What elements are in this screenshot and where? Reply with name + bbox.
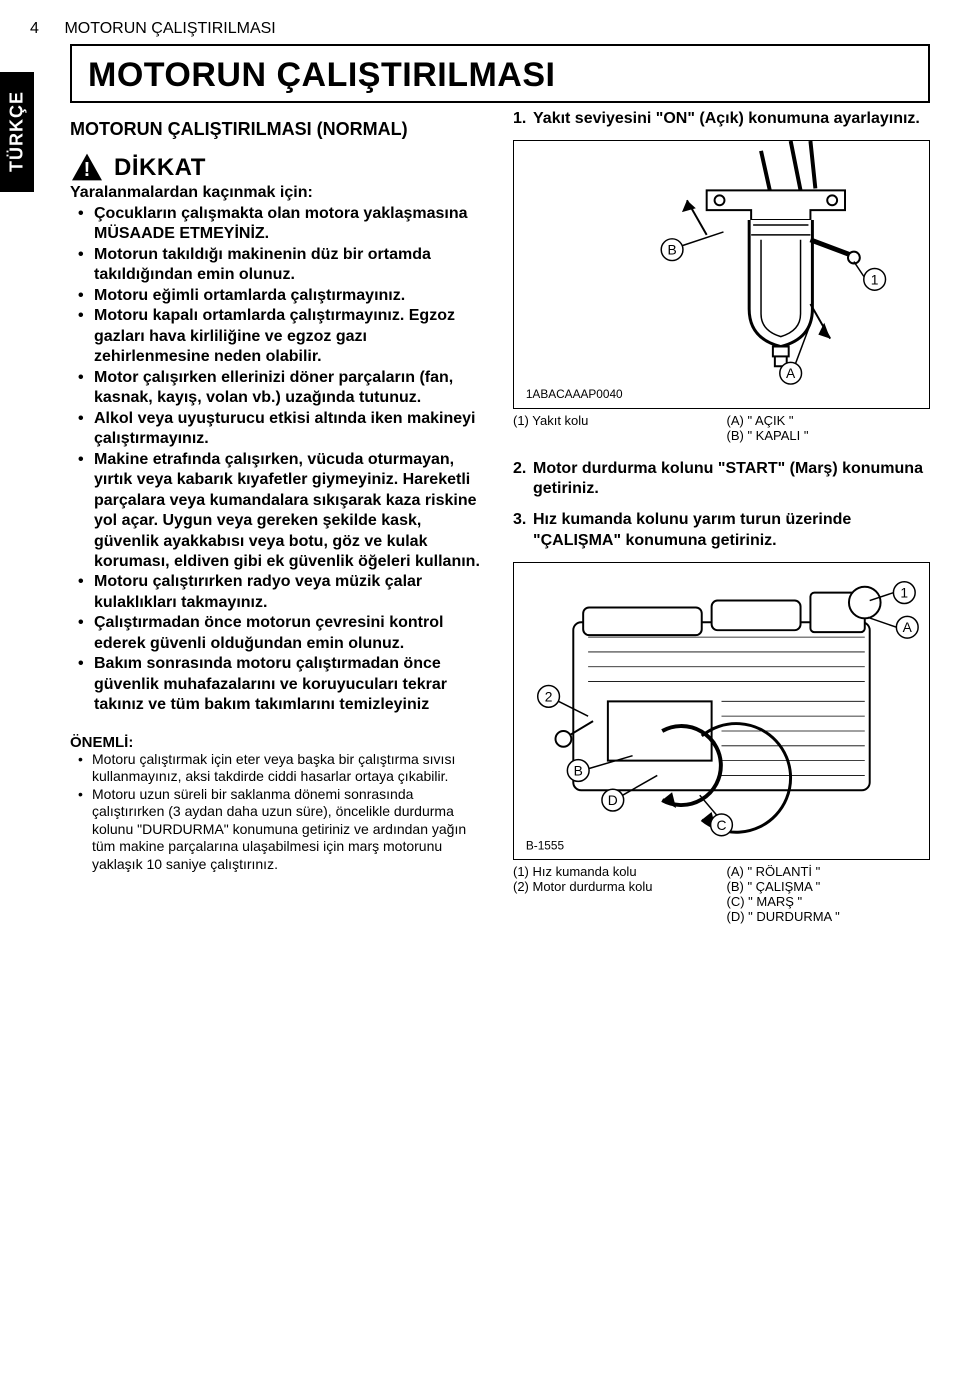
- figure-1: B A 1 1ABACAAAP0040: [513, 140, 930, 409]
- legend-line: (D) " DURDURMA ": [727, 909, 931, 924]
- language-tab: TÜRKÇE: [0, 72, 34, 192]
- page-number: 4: [30, 20, 60, 38]
- figure-2-svg: 1 A 2 B D C: [514, 563, 929, 859]
- caution-bullet: Alkol veya uyuşturucu etkisi altında ike…: [94, 409, 487, 450]
- section-normal-title: MOTORUN ÇALIŞTIRILMASI (NORMAL): [70, 119, 487, 140]
- onemli-bullet: Motoru uzun süreli bir saklanma dönemi s…: [92, 786, 487, 874]
- legend-line: (A) " RÖLANTİ ": [727, 864, 931, 879]
- legend-line: (A) " AÇIK ": [727, 413, 931, 428]
- legend-line: (1) Yakıt kolu: [513, 413, 717, 428]
- fig1-code: 1ABACAAAP0040: [526, 387, 623, 401]
- fig1-label-b: B: [667, 241, 676, 257]
- caution-row: ! DİKKAT: [70, 152, 487, 182]
- fig2-label-a: A: [903, 619, 913, 635]
- caution-bullets: Çocukların çalışmakta olan motora yaklaş…: [70, 204, 487, 716]
- running-title: MOTORUN ÇALIŞTIRILMASI: [64, 20, 275, 37]
- svg-text:!: !: [84, 159, 91, 181]
- fig1-label-1: 1: [871, 271, 879, 287]
- caution-bullet: Çalıştırmadan önce motorun çevresini kon…: [94, 613, 487, 654]
- onemli-bullet: Motoru çalıştırmak için eter veya başka …: [92, 751, 487, 786]
- legend-2-right: (A) " RÖLANTİ "(B) " ÇALIŞMA "(C) " MARŞ…: [727, 864, 931, 924]
- onemli-heading: ÖNEMLİ:: [70, 734, 487, 751]
- legend-line: (C) " MARŞ ": [727, 894, 931, 909]
- fig2-label-d: D: [608, 792, 618, 808]
- caution-bullet: Bakım sonrasında motoru çalıştırmadan ön…: [94, 654, 487, 715]
- caution-bullet: Çocukların çalışmakta olan motora yaklaş…: [94, 204, 487, 245]
- legend-1-right: (A) " AÇIK "(B) " KAPALI ": [727, 413, 931, 443]
- caution-bullet: Motoru kapalı ortamlarda çalıştırmayınız…: [94, 306, 487, 367]
- caution-word: DİKKAT: [114, 154, 206, 182]
- fig2-label-2: 2: [545, 688, 553, 704]
- caution-bullet: Motorun takıldığı makinenin düz bir orta…: [94, 245, 487, 286]
- onemli-bullets: Motoru çalıştırmak için eter veya başka …: [70, 751, 487, 874]
- caution-bullet: Makine etrafında çalışırken, vücuda otur…: [94, 450, 487, 573]
- warning-icon: !: [70, 152, 104, 182]
- legend-1: (1) Yakıt kolu (A) " AÇIK "(B) " KAPALI …: [513, 413, 930, 443]
- right-column: Yakıt seviyesini "ON" (Açık) konumuna ay…: [513, 109, 930, 940]
- body-columns: MOTORUN ÇALIŞTIRILMASI (NORMAL) ! DİKKAT…: [70, 109, 930, 940]
- fig2-label-b: B: [574, 762, 583, 778]
- fig2-label-1: 1: [900, 584, 908, 600]
- legend-2-left: (1) Hız kumanda kolu(2) Motor durdurma k…: [513, 864, 717, 924]
- figure-1-svg: B A 1 1ABACAAAP0040: [514, 141, 929, 408]
- step-2: Motor durdurma kolunu "START" (Marş) kon…: [513, 459, 930, 501]
- main-title: MOTORUN ÇALIŞTIRILMASI: [88, 56, 912, 95]
- fig2-code: B-1555: [526, 838, 565, 852]
- legend-line: (B) " ÇALIŞMA ": [727, 879, 931, 894]
- legend-2: (1) Hız kumanda kolu(2) Motor durdurma k…: [513, 864, 930, 924]
- main-title-box: MOTORUN ÇALIŞTIRILMASI: [70, 44, 930, 103]
- caution-bullet: Motoru çalıştırırken radyo veya müzik ça…: [94, 572, 487, 613]
- fig2-label-c: C: [717, 817, 727, 833]
- caution-bullet: Motor çalışırken ellerinizi döner parçal…: [94, 368, 487, 409]
- left-column: MOTORUN ÇALIŞTIRILMASI (NORMAL) ! DİKKAT…: [70, 109, 487, 940]
- caution-intro: Yaralanmalardan kaçınmak için:: [70, 184, 487, 202]
- fig1-label-a: A: [786, 365, 796, 381]
- caution-bullet: Motoru eğimli ortamlarda çalıştırmayınız…: [94, 286, 487, 306]
- step-3: Hız kumanda kolunu yarım turun üzerinde …: [513, 510, 930, 552]
- steps-list: Yakıt seviyesini "ON" (Açık) konumuna ay…: [513, 109, 930, 130]
- figure-2: 1 A 2 B D C: [513, 562, 930, 860]
- legend-line: (2) Motor durdurma kolu: [513, 879, 717, 894]
- page: 4 MOTORUN ÇALIŞTIRILMASI TÜRKÇE MOTORUN …: [0, 0, 960, 970]
- legend-line: (B) " KAPALI ": [727, 428, 931, 443]
- legend-1-left: (1) Yakıt kolu: [513, 413, 717, 443]
- legend-line: (1) Hız kumanda kolu: [513, 864, 717, 879]
- steps-list-2: Motor durdurma kolunu "START" (Marş) kon…: [513, 459, 930, 552]
- page-header: 4 MOTORUN ÇALIŞTIRILMASI: [30, 20, 930, 38]
- step-1: Yakıt seviyesini "ON" (Açık) konumuna ay…: [513, 109, 930, 130]
